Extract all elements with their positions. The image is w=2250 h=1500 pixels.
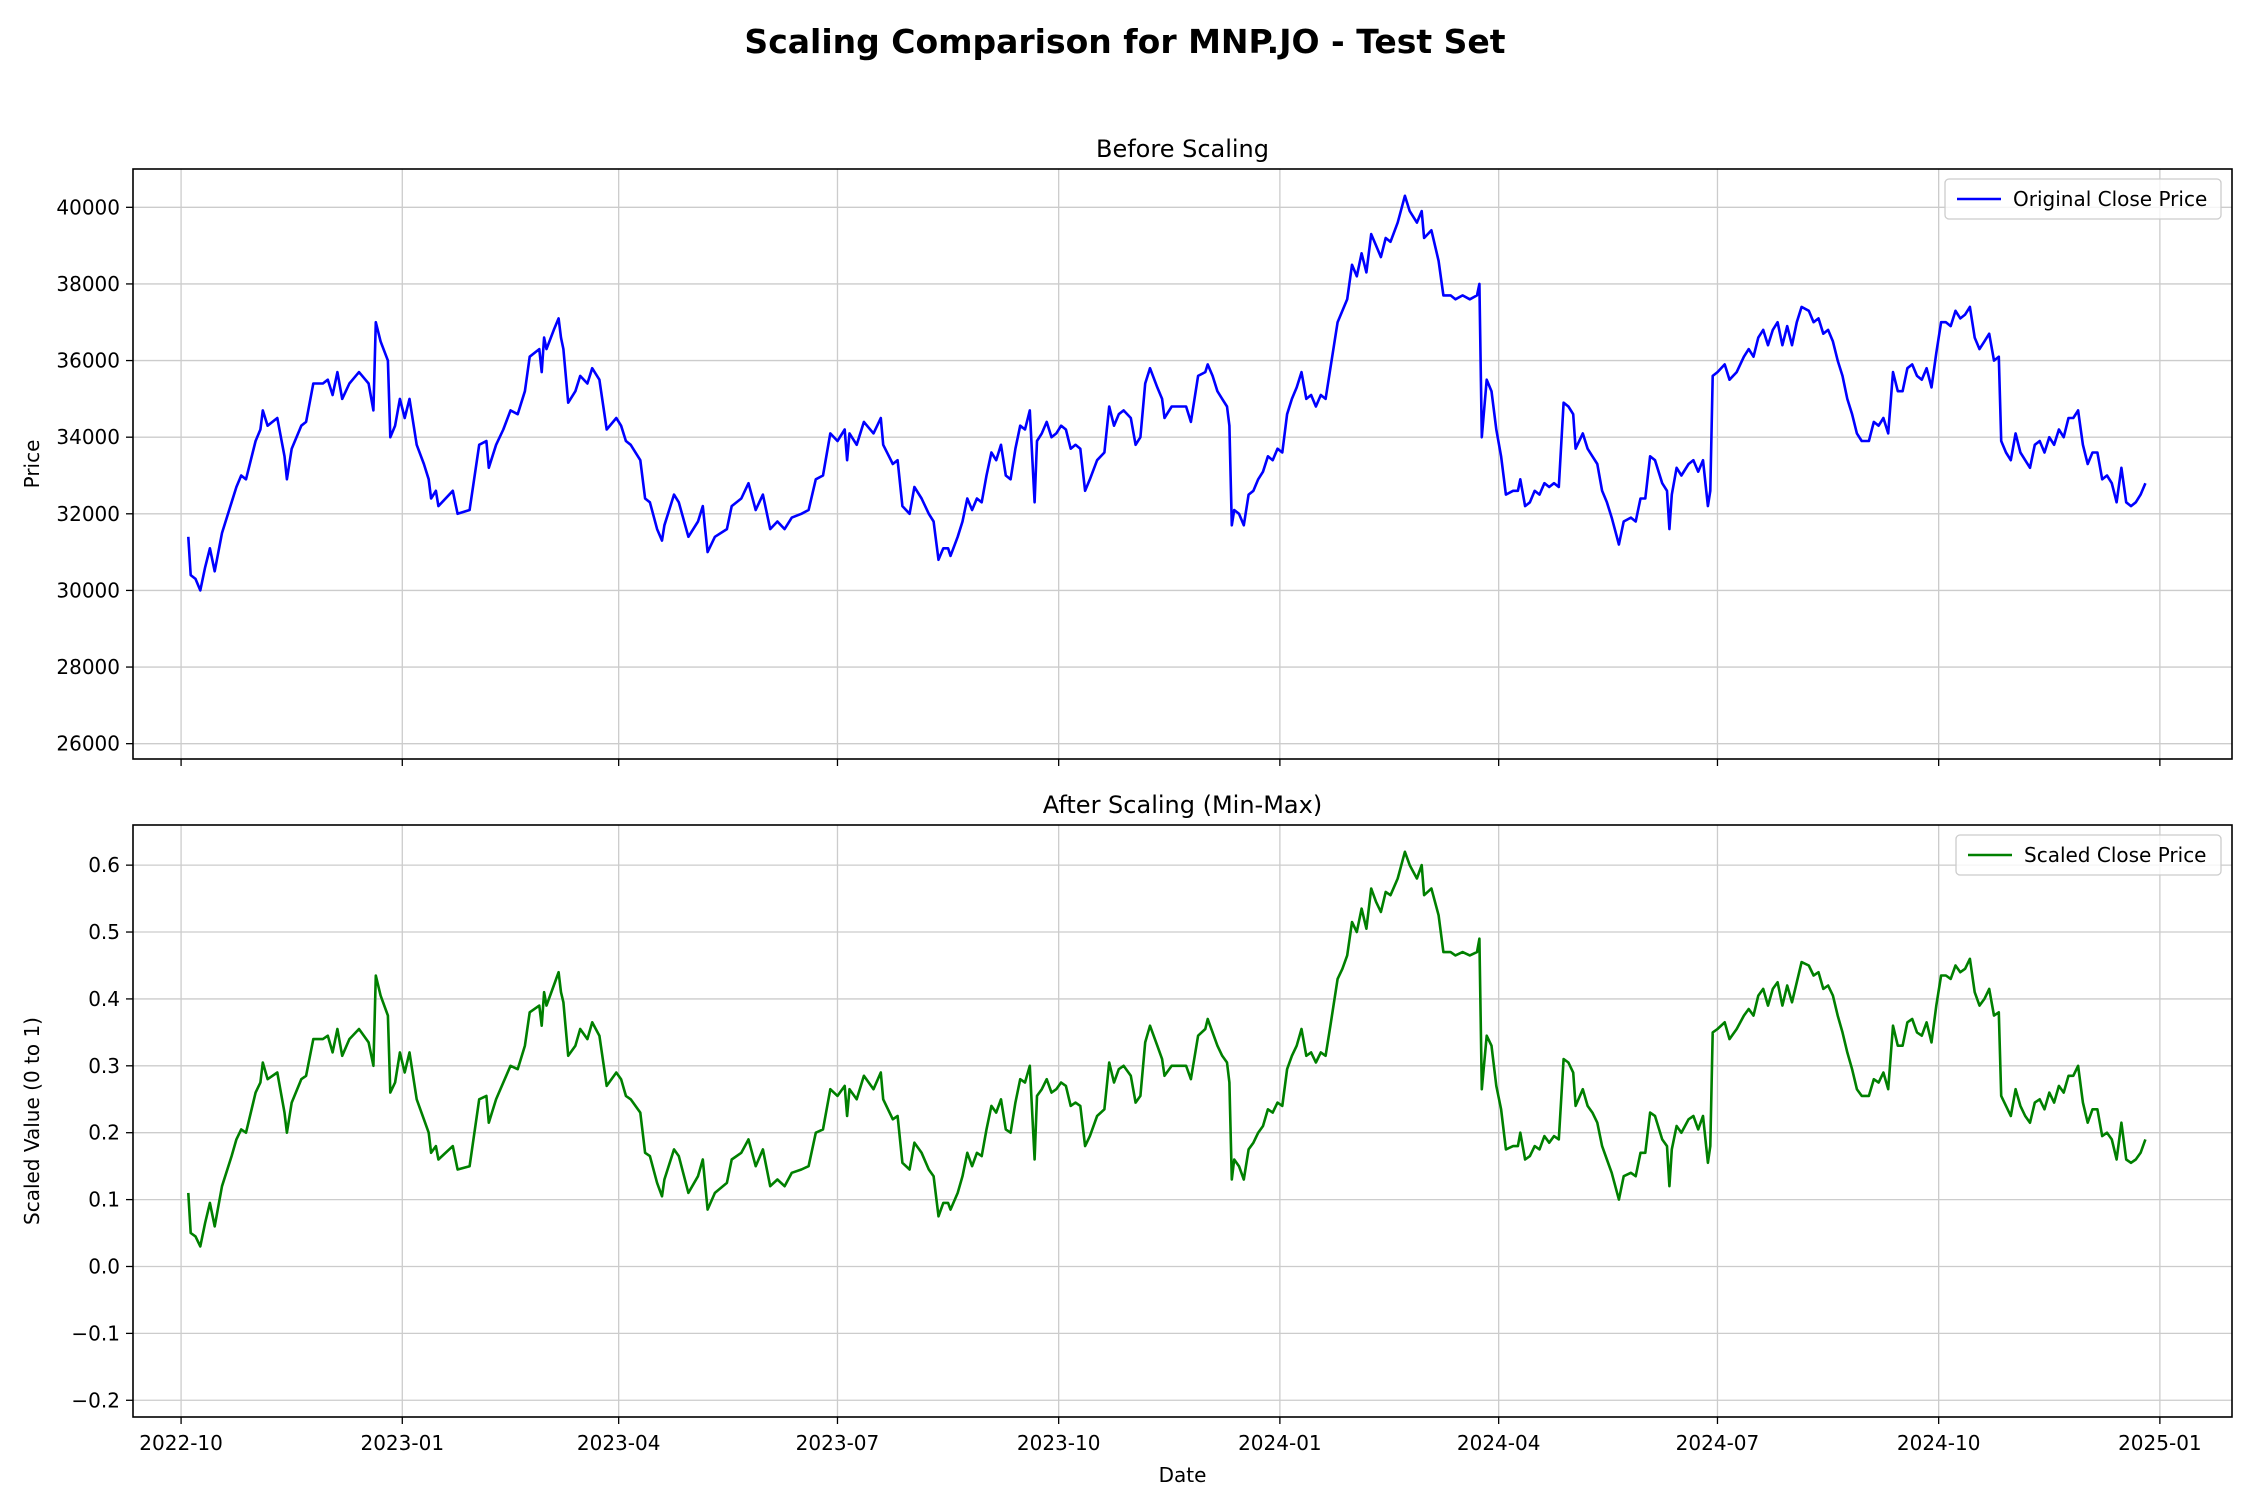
legend-box — [1944, 178, 2222, 220]
y-tick-label: 0.4 — [88, 987, 120, 1011]
x-tick-label: 2024-01 — [1238, 1431, 1322, 1455]
axes-frame — [132, 168, 2233, 760]
x-tick-label: 2024-10 — [1897, 1431, 1981, 1455]
legend-box — [1955, 834, 2222, 876]
x-tick-label: 2024-07 — [1676, 1431, 1760, 1455]
legend: Original Close Price — [1944, 178, 2222, 220]
y-tick-label: 0.3 — [88, 1054, 120, 1078]
y-tick-label: 26000 — [56, 732, 120, 756]
figure-title: Scaling Comparison for MNP.JO - Test Set — [744, 22, 1506, 61]
y-tick-label: 0.1 — [88, 1188, 120, 1212]
y-tick-label: 32000 — [56, 502, 120, 526]
y-axis-label: Price — [20, 440, 44, 489]
chart-panel-before: 26000 28000 30000 32000 34000 36000 38000 40000… — [20, 135, 2233, 766]
y-tick-label: 34000 — [56, 425, 120, 449]
legend-label: Original Close Price — [2013, 187, 2207, 211]
x-tick-label: 2022-10 — [139, 1431, 223, 1455]
y-tick-label: 40000 — [56, 195, 120, 219]
x-tick-label: 2023-04 — [577, 1431, 661, 1455]
x-tick-label: 2025-01 — [2118, 1431, 2202, 1455]
x-axis-label: Date — [1159, 1463, 1207, 1487]
y-tick-label: 0.6 — [88, 853, 120, 877]
y-tick-label: −0.1 — [71, 1321, 120, 1345]
y-axis-label: Scaled Value (0 to 1) — [20, 1017, 44, 1225]
series-line-after — [187, 850, 2147, 1248]
series-line-before — [187, 194, 2147, 592]
y-tick-label: 0.5 — [88, 920, 120, 944]
subplot-title: After Scaling (Min-Max) — [1043, 791, 1322, 819]
y-tick-label: 28000 — [56, 655, 120, 679]
axes-frame — [132, 824, 2233, 1418]
x-tick-label: 2023-07 — [796, 1431, 880, 1455]
y-tick-label: 30000 — [56, 578, 120, 602]
y-tick-label: 0.0 — [88, 1254, 120, 1278]
y-tick-label: 38000 — [56, 272, 120, 296]
y-tick-label: −0.2 — [71, 1388, 120, 1412]
subplot-title: Before Scaling — [1096, 135, 1269, 163]
chart-panel-after: −0.2 −0.1 0.0 0.1 0.2 0.3 0.4 0.5 0.6 2022-10 2023… — [20, 791, 2233, 1487]
x-tick-label: 2023-10 — [1017, 1431, 1101, 1455]
legend-label: Scaled Close Price — [2024, 843, 2207, 867]
x-tick-label: 2024-04 — [1457, 1431, 1541, 1455]
x-tick-label: 2023-01 — [360, 1431, 444, 1455]
y-tick-label: 36000 — [56, 349, 120, 373]
legend: Scaled Close Price — [1955, 834, 2222, 876]
y-tick-label: 0.2 — [88, 1121, 120, 1145]
